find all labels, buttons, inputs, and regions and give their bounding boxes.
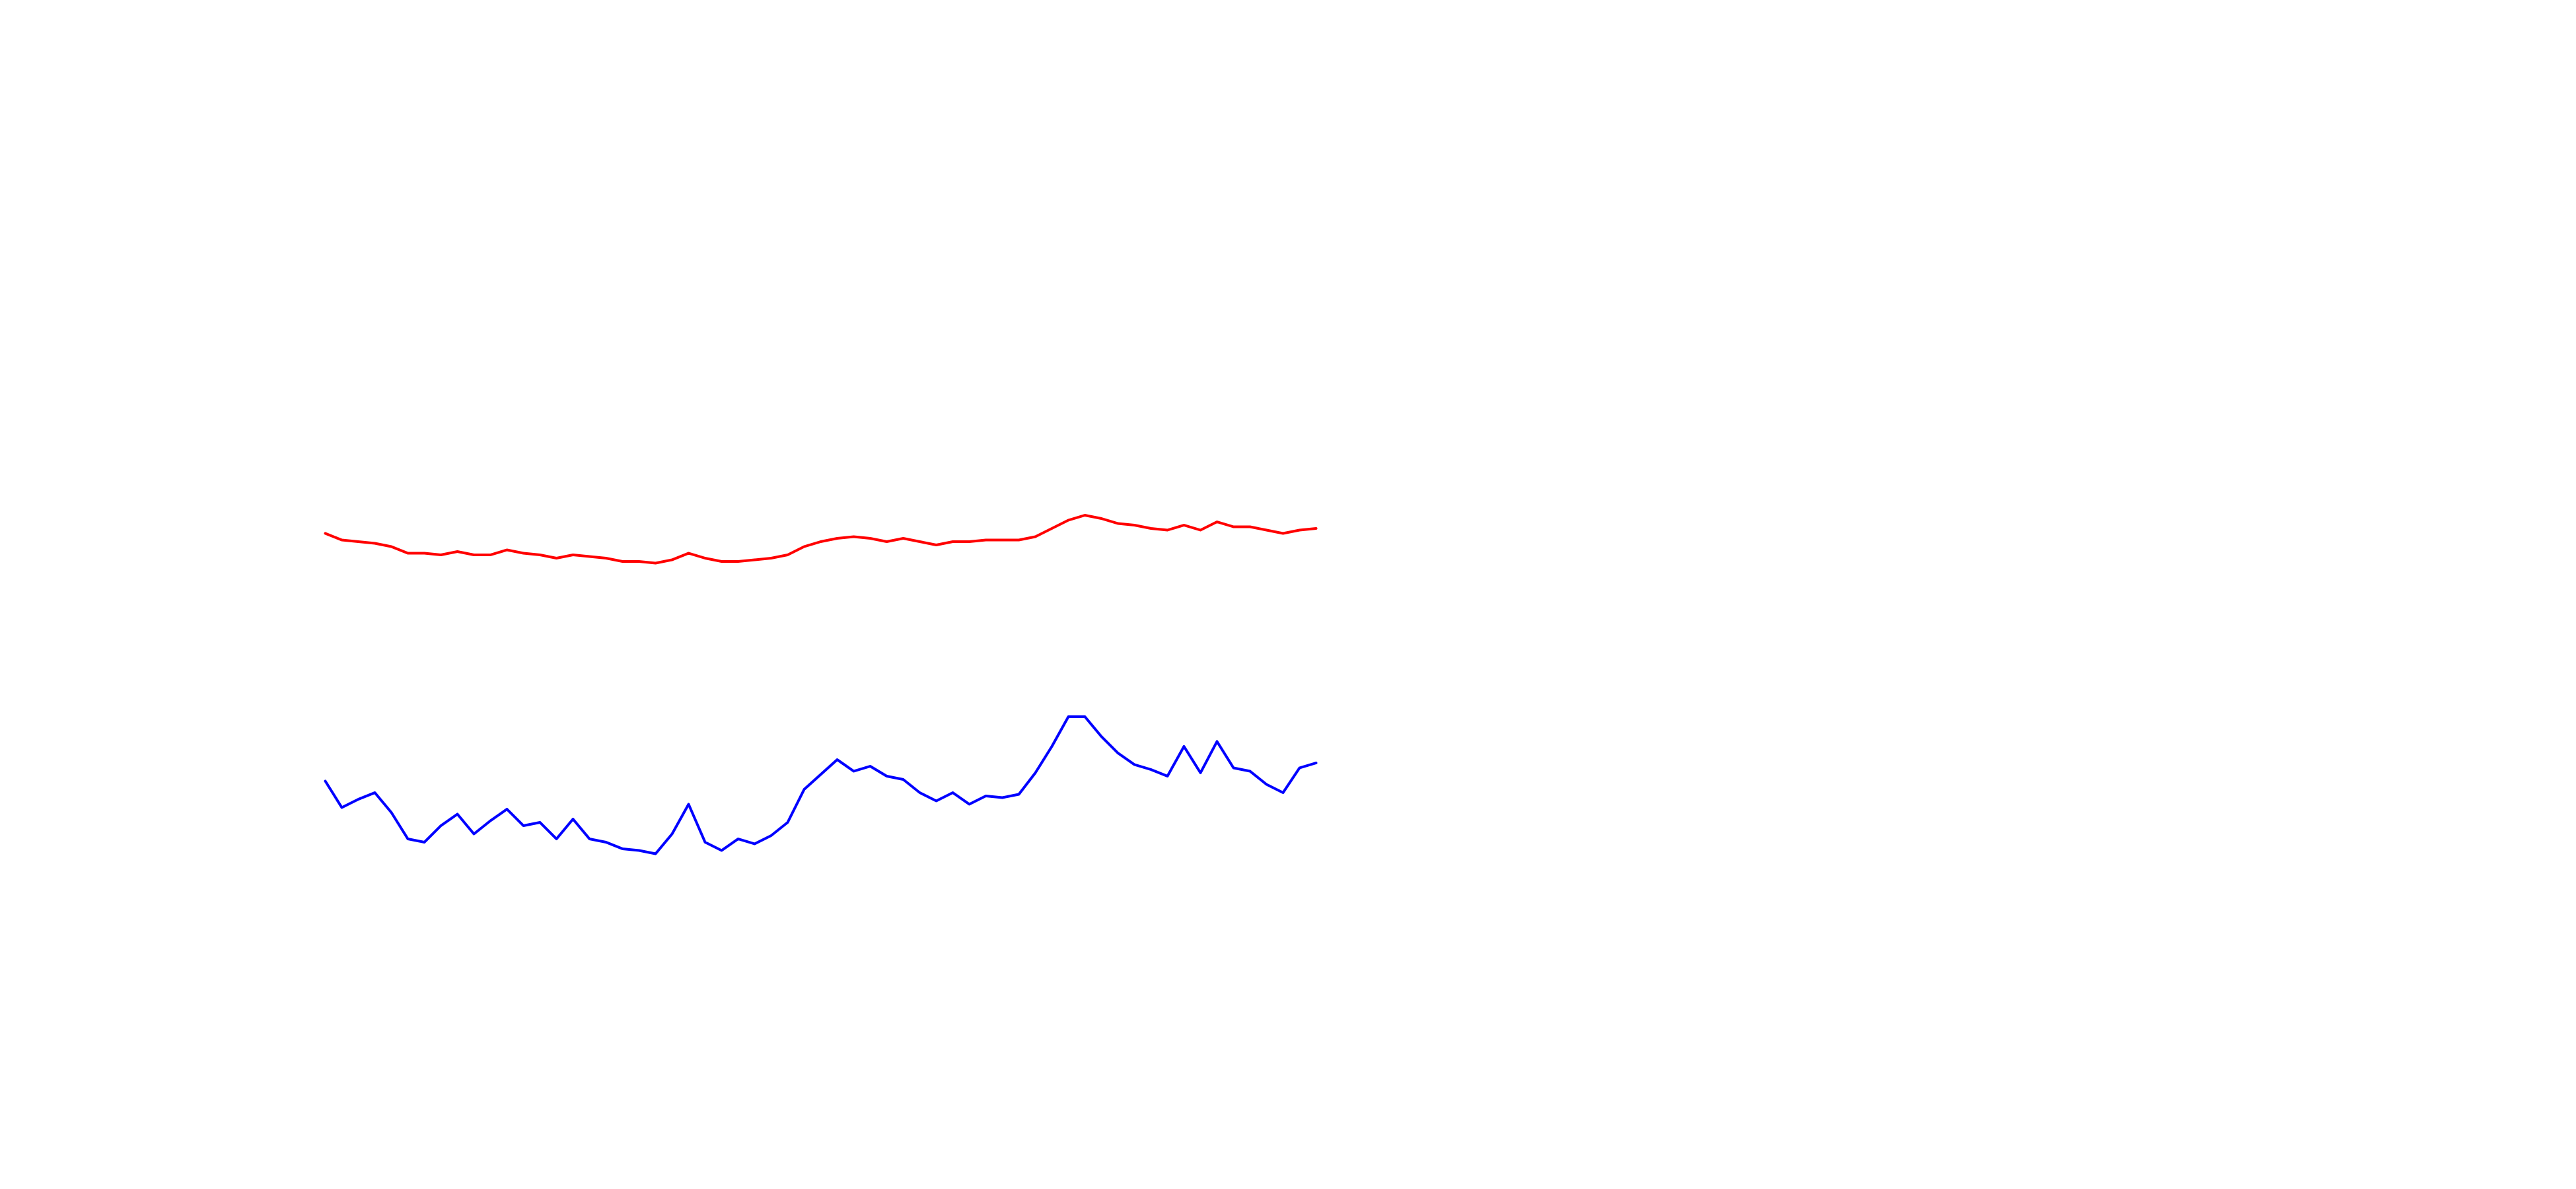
data-line (324, 715, 1318, 855)
data-line (324, 514, 1318, 565)
